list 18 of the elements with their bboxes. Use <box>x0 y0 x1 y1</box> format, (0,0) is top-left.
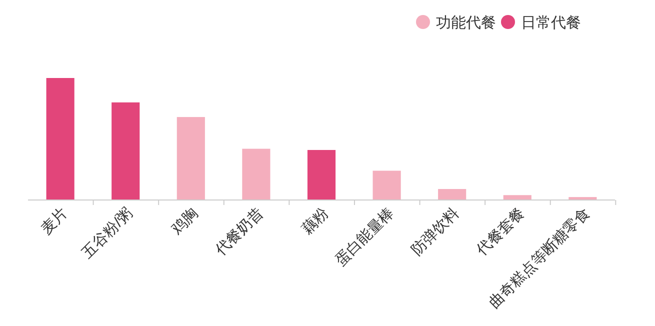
bar <box>307 150 336 200</box>
x-tick-label: 麦片 <box>38 204 71 238</box>
x-tick-label: 五谷粉/粥 <box>78 204 136 262</box>
bar <box>372 170 401 200</box>
legend-label: 功能代餐 <box>436 14 496 32</box>
bar <box>503 195 532 200</box>
x-tick-label: 藕粉 <box>298 204 332 238</box>
legend-label: 日常代餐 <box>521 14 581 32</box>
bar <box>438 189 466 200</box>
bar <box>112 102 140 200</box>
x-tick-label: 蛋白能量棒 <box>332 204 398 270</box>
bar <box>242 148 270 200</box>
x-tick-label: 代餐套餐 <box>472 204 528 260</box>
x-tick-label: 代餐奶昔 <box>212 204 267 260</box>
bar <box>176 117 205 200</box>
bar <box>46 78 74 200</box>
x-tick-label: 鸡胸 <box>168 204 202 238</box>
x-tick-label: 防弹饮料 <box>408 204 463 259</box>
